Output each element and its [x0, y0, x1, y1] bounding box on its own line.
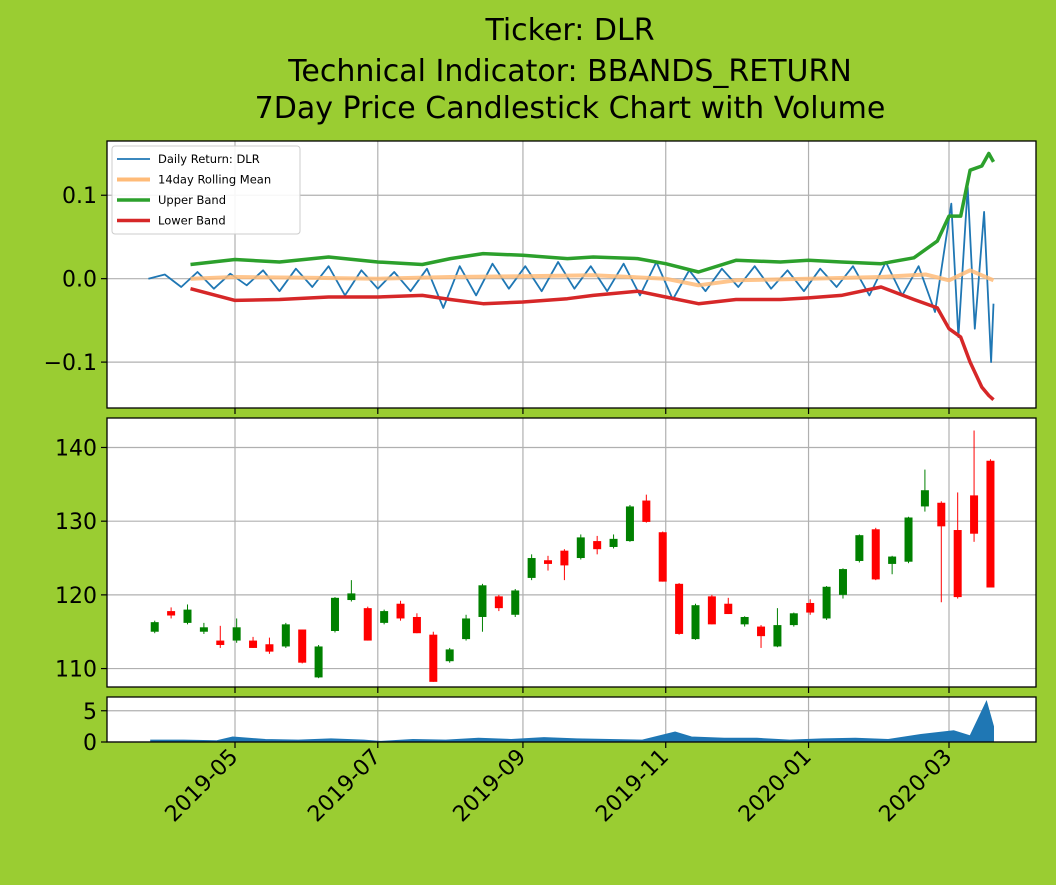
candle-body: [806, 602, 815, 613]
candle-body: [920, 490, 929, 507]
candle-body: [298, 629, 307, 663]
chart-title-line2: Technical Indicator: BBANDS_RETURN: [288, 54, 852, 89]
volume-plot-area: [107, 697, 1036, 742]
candle-body: [904, 517, 913, 562]
candle-body: [314, 646, 323, 678]
x-tick-label: 2019-05: [161, 745, 244, 828]
candle-body: [888, 556, 897, 564]
x-tick-label: 2020-03: [875, 745, 958, 828]
candle-body: [249, 640, 258, 648]
price-frame: [106, 417, 1037, 688]
candle-body: [593, 541, 602, 550]
chart-title-line3: 7Day Price Candlestick Chart with Volume: [254, 91, 886, 126]
candle-body: [363, 608, 372, 641]
candle-body: [675, 583, 684, 634]
legend-entry-label: Daily Return: DLR: [158, 152, 260, 166]
indicator-series-line: [190, 151, 996, 274]
indicator-frame: [106, 140, 1037, 409]
legend-entry-label: 14day Rolling Mean: [158, 173, 271, 187]
x-tick-label: 2019-09: [449, 745, 532, 828]
candle-body: [625, 506, 634, 542]
x-tick-label: 2019-07: [303, 745, 386, 828]
chart-title-line1: Ticker: DLR: [485, 13, 655, 48]
candle-body: [986, 460, 995, 588]
volume-ytick-label: 5: [83, 700, 97, 725]
volume-frame: [106, 696, 1037, 743]
candle-body: [281, 624, 290, 647]
candle-body: [527, 558, 536, 578]
price-ytick-label: 140: [55, 436, 97, 461]
candle-body: [773, 625, 782, 647]
candle-body: [183, 609, 192, 623]
candle-body: [412, 616, 421, 634]
candle-body: [478, 585, 487, 617]
candle-body: [822, 586, 831, 619]
price-ytick-label: 120: [55, 584, 97, 609]
candle-body: [462, 618, 471, 640]
indicator-ytick-label: −0.1: [44, 351, 97, 376]
candle-body: [740, 616, 749, 625]
indicator-series-line: [190, 285, 995, 402]
candle-body: [265, 644, 274, 652]
candle-body: [707, 596, 716, 625]
candle-body: [642, 500, 651, 522]
candle-body: [609, 538, 618, 547]
candle-body: [232, 627, 241, 641]
candle-body: [855, 535, 864, 561]
candle-body: [216, 640, 225, 645]
candle-body: [544, 560, 553, 564]
candle-body: [167, 611, 176, 616]
legend-entry-label: Upper Band: [158, 193, 226, 207]
candle-body: [970, 495, 979, 534]
candle-body: [724, 603, 733, 615]
x-tick-label: 2019-11: [591, 745, 674, 828]
candle-body: [576, 537, 585, 559]
candle-body: [396, 603, 405, 619]
candle-body: [330, 597, 339, 631]
indicator-legend: Daily Return: DLR 14day Rolling Mean Upper…: [111, 145, 301, 235]
indicator-ytick-label: 0.1: [62, 184, 97, 209]
price-plot-area: [107, 418, 1036, 687]
candle-body: [199, 627, 208, 632]
candle-body: [494, 596, 503, 609]
candle-body: [789, 613, 798, 626]
candle-body: [150, 622, 159, 632]
volume-ytick-label: 0: [83, 731, 97, 756]
candle-body: [953, 530, 962, 598]
candle-body: [871, 529, 880, 580]
indicator-series-line: [148, 186, 995, 363]
candle-body: [658, 532, 667, 582]
indicator-ytick-label: 0.0: [62, 268, 97, 293]
price-ytick-label: 110: [55, 658, 97, 683]
indicator-series-line: [190, 268, 995, 288]
candle-body: [757, 626, 766, 637]
candle-body: [429, 634, 438, 682]
candle-body: [511, 590, 520, 615]
x-tick-label: 2020-01: [734, 745, 817, 828]
legend-entry-label: Lower Band: [158, 214, 226, 228]
candle-body: [838, 569, 847, 595]
legend-box: [111, 145, 301, 235]
candle-body: [347, 593, 356, 601]
candle-body: [560, 550, 569, 566]
volume-area: [150, 699, 994, 743]
candle-body: [380, 611, 389, 623]
price-ytick-label: 130: [55, 510, 97, 535]
candle-body: [445, 649, 454, 662]
candle-body: [937, 502, 946, 527]
candle-body: [691, 605, 700, 640]
